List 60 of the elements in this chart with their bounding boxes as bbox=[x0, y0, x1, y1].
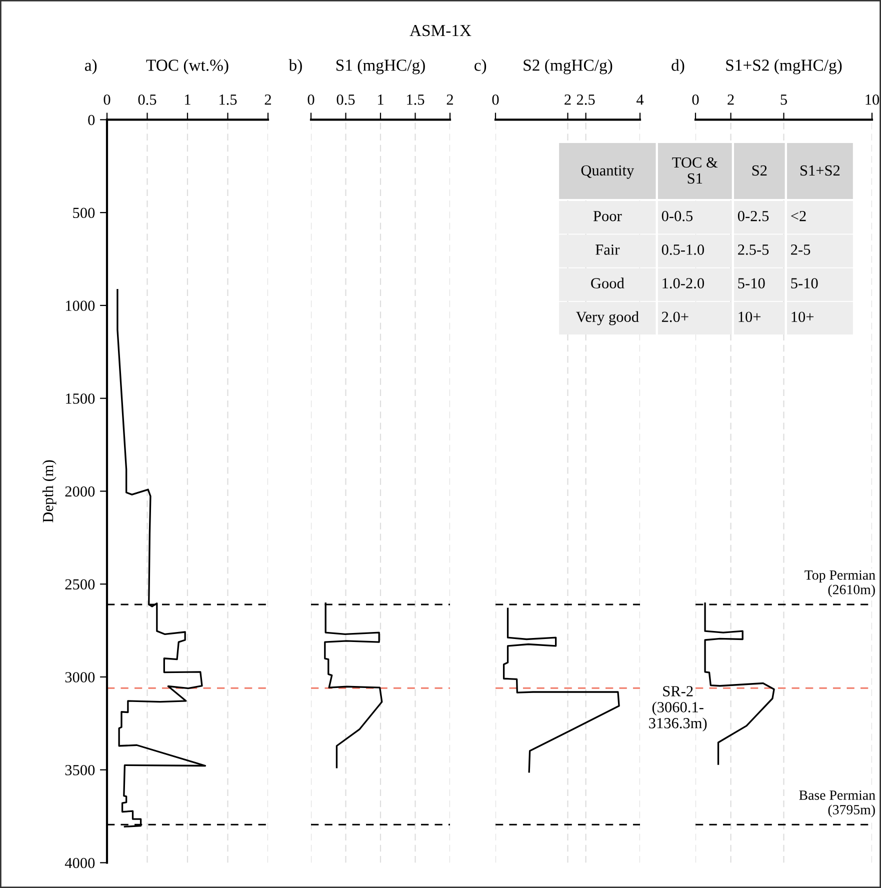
x-axis-title: S1 (mgHC/g) bbox=[336, 59, 425, 74]
x-tick-label: 4 bbox=[636, 94, 644, 105]
x-axis-title: S2 (mgHC/g) bbox=[524, 59, 612, 74]
y-tick-label: 1000 bbox=[66, 300, 95, 311]
x-tick-label: 1 bbox=[378, 94, 384, 105]
x-tick-label: 5 bbox=[780, 94, 787, 105]
category-label: Quantity bbox=[581, 165, 634, 179]
x-tick-label: 0.5 bbox=[336, 94, 355, 105]
category-label: Good bbox=[591, 278, 624, 288]
category-label: Fair bbox=[596, 244, 620, 255]
text: <2 bbox=[791, 210, 806, 222]
y-tick-label: 2500 bbox=[65, 579, 95, 590]
text: 10+ bbox=[792, 312, 814, 322]
x-axis-title: TOC (wt.%) bbox=[146, 59, 228, 74]
category-label: TOC & S1 bbox=[672, 157, 718, 184]
text: 2.0+ bbox=[662, 312, 688, 322]
x-tick-label: 2 bbox=[446, 94, 453, 105]
chart-title: ASM-1X bbox=[410, 24, 472, 36]
y-tick-label: 0 bbox=[88, 114, 95, 126]
y-axis-title: Depth (m) bbox=[42, 460, 56, 522]
text: 5-10 bbox=[738, 278, 765, 288]
x-tick-label: 1.5 bbox=[220, 94, 237, 105]
category-label: Poor bbox=[593, 211, 622, 222]
y-tick-label: 2000 bbox=[65, 486, 95, 497]
category-label: S1+S2 bbox=[800, 165, 840, 176]
text: 5-10 bbox=[791, 278, 818, 288]
text: b) bbox=[288, 59, 302, 74]
x-axis-title: S1+S2 (mgHC/g) bbox=[726, 59, 842, 74]
text: 0-2.5 bbox=[738, 210, 769, 222]
text: 2.5-5 bbox=[738, 244, 769, 255]
x-tick-label: 2 bbox=[728, 94, 734, 105]
ref-line-label: Top Permian (2610m) bbox=[804, 570, 876, 598]
x-tick-label: 0 bbox=[492, 94, 499, 105]
x-tick-label: 2.5 bbox=[576, 94, 595, 105]
text: c) bbox=[474, 59, 486, 74]
y-tick-label: 3000 bbox=[65, 672, 95, 682]
x-tick-label: 1 bbox=[185, 94, 190, 105]
y-tick-label: 1500 bbox=[66, 393, 95, 404]
y-tick-label: 3500 bbox=[65, 764, 95, 776]
y-tick-label: 500 bbox=[73, 208, 95, 218]
text: 2-5 bbox=[791, 244, 810, 255]
text: 0-0.5 bbox=[662, 210, 693, 222]
y-tick-label: 4000 bbox=[64, 858, 95, 868]
x-tick-label: 2 bbox=[564, 94, 571, 105]
x-tick-label: 10 bbox=[866, 94, 880, 105]
annotation: SR-2 (3060.1- 3136.3m) bbox=[649, 686, 707, 732]
x-tick-label: 1.5 bbox=[407, 94, 424, 105]
ref-line-label: Base Permian (3795m) bbox=[799, 790, 876, 818]
text: 0.5-1.0 bbox=[662, 244, 704, 255]
text: d) bbox=[672, 59, 684, 74]
text: 1.0-2.0 bbox=[662, 278, 704, 288]
text: 10+ bbox=[738, 312, 761, 322]
x-tick-label: 0 bbox=[104, 94, 110, 105]
x-tick-label: 2 bbox=[264, 94, 271, 105]
x-tick-label: 0.5 bbox=[138, 94, 156, 105]
category-label: Very good bbox=[576, 311, 639, 326]
x-tick-label: 0 bbox=[308, 94, 314, 105]
category-label: S2 bbox=[752, 165, 767, 176]
x-tick-label: 0 bbox=[692, 94, 699, 105]
text: a) bbox=[84, 59, 97, 74]
